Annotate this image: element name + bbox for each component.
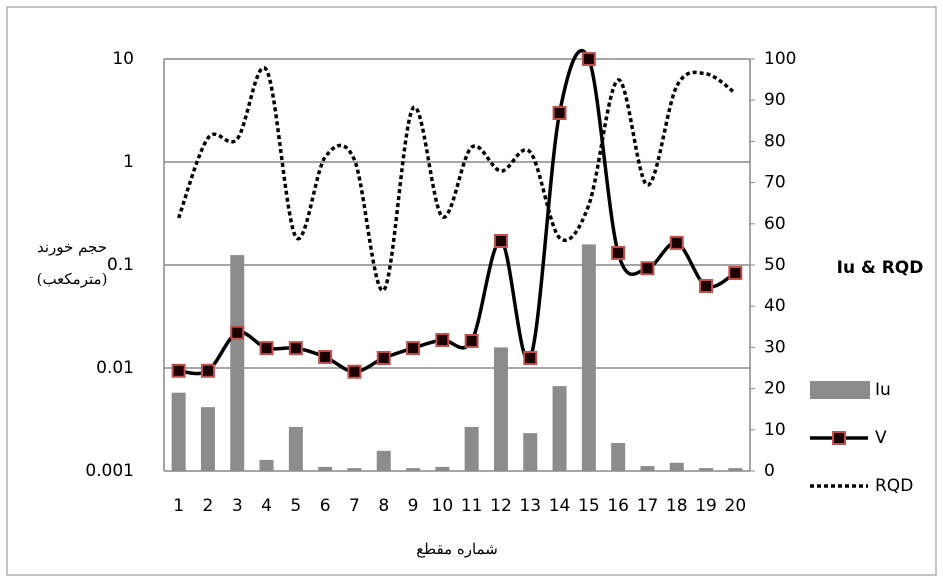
- x-tick-label: 20: [725, 496, 747, 516]
- x-tick-label: 5: [290, 496, 301, 516]
- y-tick-label: 0.001: [85, 461, 134, 481]
- bar: [171, 392, 186, 471]
- bar: [669, 462, 684, 471]
- bar: [523, 433, 538, 471]
- y2-tick-label: 10: [764, 420, 786, 440]
- x-tick-label: 12: [490, 496, 512, 516]
- y-tick-label: 1: [123, 152, 134, 172]
- x-tick-label: 17: [637, 496, 659, 516]
- y2-tick-label: 40: [764, 296, 786, 316]
- bar: [288, 426, 303, 471]
- legend-swatch: [810, 381, 870, 399]
- chart-border: [6, 6, 937, 576]
- y2-tick-label: 60: [764, 214, 786, 234]
- marker: [640, 261, 655, 276]
- marker: [230, 325, 245, 340]
- legend-label: V: [875, 428, 887, 448]
- y-tick-label: 10: [112, 49, 134, 69]
- line: [178, 48, 737, 376]
- marker: [581, 52, 596, 66]
- marker: [347, 364, 362, 379]
- marker: [318, 349, 333, 364]
- bar: [581, 244, 596, 471]
- y2-tick-label: 80: [764, 131, 786, 151]
- y2-tick-label: 30: [764, 337, 786, 357]
- legend-label: Iu: [875, 380, 891, 400]
- marker: [523, 351, 538, 366]
- bar: [259, 459, 274, 471]
- marker: [699, 279, 714, 294]
- marker: [171, 363, 186, 378]
- bar: [435, 466, 450, 471]
- x-tick-label: 4: [261, 496, 272, 516]
- y2-tick-label: 0: [764, 461, 775, 481]
- x-tick-label: 2: [203, 496, 214, 516]
- bar: [376, 450, 391, 471]
- marker: [288, 341, 303, 356]
- bar: [699, 468, 714, 471]
- y2-tick-label: 50: [764, 255, 786, 275]
- marker: [552, 106, 567, 121]
- y2-axis-label: Iu & RQD: [837, 258, 924, 278]
- y-axis-label: (مترمکعب): [37, 270, 108, 288]
- dotted-line: [177, 66, 737, 292]
- x-tick-label: 15: [578, 496, 600, 516]
- marker: [200, 363, 215, 378]
- x-tick-label: 1: [173, 496, 184, 516]
- x-tick-label: 10: [432, 496, 454, 516]
- legend-label: RQD: [875, 476, 913, 496]
- legend-marker: [832, 431, 846, 445]
- x-tick-label: 11: [461, 496, 483, 516]
- bar: [347, 468, 362, 471]
- x-tick-label: 7: [349, 496, 360, 516]
- marker: [728, 266, 743, 281]
- marker: [406, 341, 421, 356]
- bar: [464, 426, 479, 471]
- x-tick-label: 6: [320, 496, 331, 516]
- x-tick-label: 3: [232, 496, 243, 516]
- y2-tick-label: 90: [764, 90, 786, 110]
- x-tick-label: 16: [607, 496, 629, 516]
- y2-tick-label: 20: [764, 379, 786, 399]
- bar: [640, 466, 655, 471]
- x-tick-label: 18: [666, 496, 688, 516]
- y-axis-label: حجم خورند: [37, 238, 107, 256]
- x-tick-label: 8: [378, 496, 389, 516]
- marker: [435, 333, 450, 348]
- x-tick-label: 13: [519, 496, 541, 516]
- y2-tick-label: 70: [764, 173, 786, 193]
- x-tick-label: 9: [408, 496, 419, 516]
- y-tick-label: 0.1: [107, 255, 134, 275]
- marker: [493, 234, 508, 249]
- bar: [406, 468, 421, 471]
- bar: [318, 466, 333, 471]
- bar: [728, 468, 743, 471]
- y2-tick-label: 100: [764, 49, 796, 69]
- bar: [200, 407, 215, 471]
- x-tick-label: 14: [549, 496, 571, 516]
- marker: [464, 333, 479, 348]
- marker: [376, 351, 391, 366]
- bar: [611, 442, 626, 471]
- x-tick-label: 19: [695, 496, 717, 516]
- marker: [611, 245, 626, 260]
- x-axis-label: شماره مقطع: [416, 540, 498, 558]
- bar: [552, 386, 567, 471]
- marker: [259, 341, 274, 356]
- y-tick-label: 0.01: [96, 358, 134, 378]
- marker: [669, 235, 684, 250]
- bar: [230, 255, 245, 471]
- bar: [493, 347, 508, 471]
